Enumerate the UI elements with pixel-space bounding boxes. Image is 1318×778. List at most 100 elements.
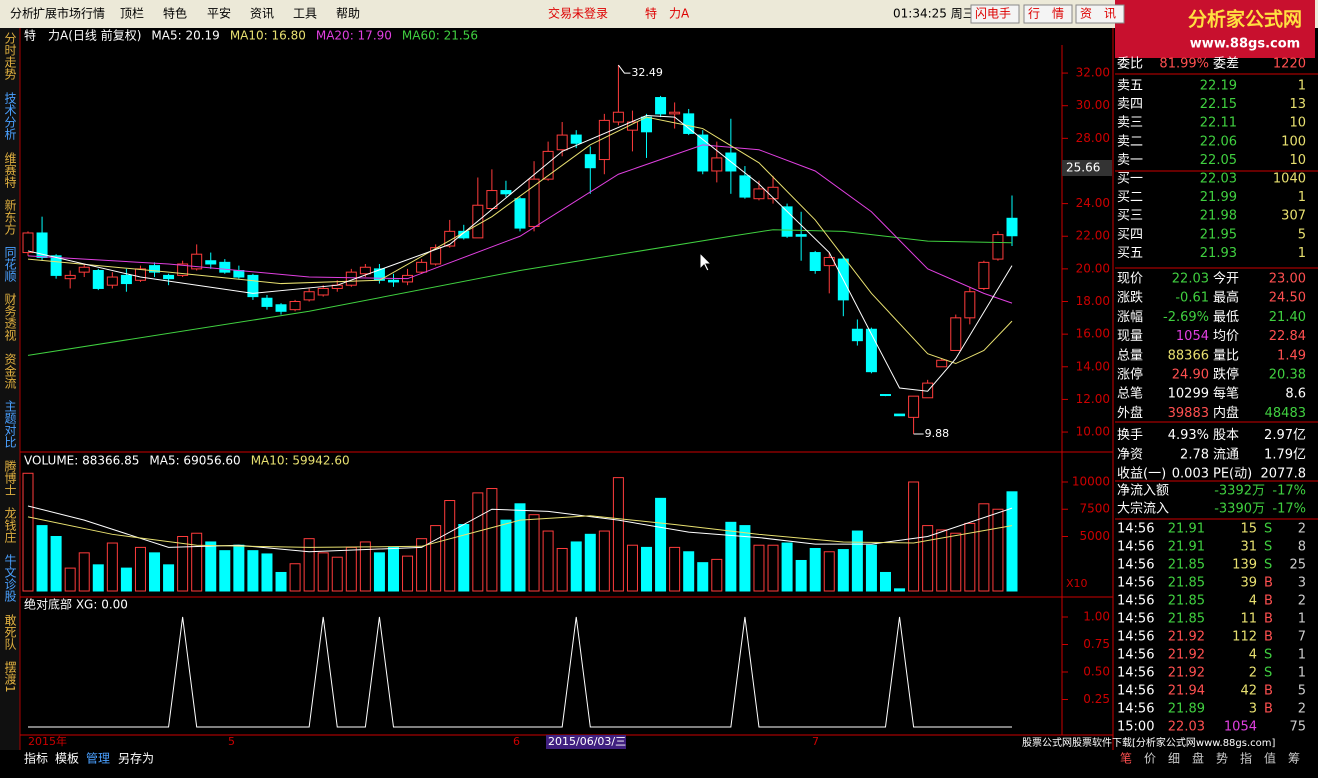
volume-bar	[177, 535, 189, 592]
trade-time: 15:00	[1117, 720, 1154, 735]
quote-cell: 24.90	[1172, 368, 1209, 383]
button-frame[interactable]	[1075, 4, 1125, 24]
quote-cell: 现量	[1117, 329, 1143, 344]
side-tab[interactable]: 龙钱庄	[3, 507, 17, 544]
trade-count: 25	[1289, 558, 1306, 573]
right-tab[interactable]: 筹	[1288, 752, 1300, 766]
book-volume: 13	[1289, 97, 1306, 112]
button-frame[interactable]	[970, 4, 1020, 24]
candle-body	[64, 274, 76, 280]
side-tab[interactable]: 维赛特	[3, 152, 17, 188]
side-tab[interactable]: 主题对比	[3, 400, 17, 449]
right-tab[interactable]: 指	[1240, 751, 1252, 766]
trade-count: 1	[1298, 612, 1306, 627]
menu-item[interactable]: 工具	[293, 7, 317, 21]
bottom-tab[interactable]: 指标	[24, 751, 48, 766]
candle-body	[430, 247, 442, 265]
book-label: 买四	[1117, 227, 1143, 242]
volume-bar	[851, 530, 863, 592]
right-tab[interactable]: 笔	[1120, 751, 1132, 766]
trade-side: S	[1264, 540, 1272, 555]
logo-title: 分析家公式网	[1188, 8, 1302, 31]
trade-volume: 42	[1240, 684, 1257, 699]
volume-bar	[331, 556, 343, 592]
menu-item[interactable]: 资讯	[250, 7, 274, 21]
y-tick-label: 28.00	[1076, 131, 1110, 145]
menu-item[interactable]: 顶栏	[120, 6, 144, 21]
candle-body	[500, 190, 512, 195]
toolbar-button[interactable]: 资 讯	[1080, 7, 1116, 21]
menu-item[interactable]: 分析	[10, 7, 34, 21]
candle-body	[444, 230, 456, 247]
book-volume: 100	[1281, 134, 1306, 149]
menu-item[interactable]: 平安	[207, 6, 231, 21]
side-tab[interactable]: 同花顺	[3, 246, 17, 282]
menu-item[interactable]: 帮助	[336, 7, 360, 21]
side-tab[interactable]: 技术分析	[3, 92, 17, 141]
quote-cell: 涨跌	[1117, 290, 1143, 306]
ad-text[interactable]: 股票公式网股票软件下载[分析家公式网www.88gs.com]	[1022, 736, 1276, 749]
book-volume: 1	[1298, 79, 1306, 94]
book-label: 买二	[1117, 190, 1143, 205]
bottom-tab[interactable]: 管理	[86, 751, 110, 766]
login-status[interactable]: 交易未登录	[548, 6, 608, 21]
right-tab[interactable]: 值	[1264, 751, 1276, 766]
candle-body	[458, 230, 470, 239]
volume-bar	[205, 541, 217, 592]
side-tab[interactable]: 摆渡1	[3, 661, 17, 693]
side-tab[interactable]: 敢死队	[3, 614, 17, 650]
trade-side: S	[1264, 666, 1272, 681]
y-tick-label: 12.00	[1076, 392, 1110, 406]
candle-body	[317, 287, 329, 296]
candle-body	[191, 253, 203, 270]
side-tab[interactable]: 新东方	[3, 198, 17, 236]
right-tab[interactable]: 势	[1216, 752, 1228, 766]
menu-item[interactable]: 特色	[163, 6, 187, 21]
quote-cell: 1.79亿	[1264, 447, 1306, 462]
y-tick-label: 5000	[1079, 529, 1110, 543]
candle-body	[261, 297, 273, 307]
volume-bar	[528, 514, 540, 592]
date-label: 2015年	[28, 734, 67, 748]
trade-volume: 112	[1232, 630, 1257, 645]
side-tab[interactable]: 牛文诊股	[3, 553, 17, 603]
trade-side: B	[1264, 702, 1273, 717]
menu-item[interactable]: 扩展市场行情	[33, 6, 105, 21]
indicator-header: MA10: 59942.60	[251, 454, 350, 468]
candle-body	[809, 252, 821, 272]
volume-bar	[598, 530, 610, 592]
bottom-tab[interactable]: 另存为	[118, 752, 154, 766]
side-tab[interactable]: 资金流	[3, 353, 17, 389]
right-tab[interactable]: 盘	[1192, 751, 1204, 766]
right-tab[interactable]: 细	[1168, 752, 1180, 766]
indicator-header: 特 力A(日线 前复权)	[24, 28, 141, 43]
bottom-tab[interactable]: 模板	[55, 752, 79, 766]
candle-body	[22, 232, 34, 254]
date-label: 7	[812, 735, 819, 748]
flow-value: -3390万	[1214, 502, 1265, 517]
quote-cell: 内盘	[1213, 405, 1239, 421]
toolbar-button[interactable]: 行 情	[1028, 7, 1064, 21]
book-price: 21.98	[1200, 209, 1237, 224]
trade-volume: 3	[1249, 702, 1257, 717]
candle-body	[936, 359, 948, 368]
side-tab[interactable]: 腾博士	[3, 459, 17, 496]
side-tab[interactable]: 分时走势	[3, 32, 17, 80]
book-volume: 1040	[1273, 172, 1306, 187]
trade-time: 14:56	[1117, 540, 1154, 555]
trade-count: 7	[1298, 630, 1306, 645]
candle-body	[303, 291, 315, 301]
side-tab[interactable]: 财务透视	[3, 293, 17, 341]
volume-bar	[669, 546, 681, 592]
volume-bar	[289, 563, 301, 592]
annotation-arrow	[618, 64, 631, 74]
flow-label: 大宗流入	[1117, 501, 1169, 517]
trade-volume: 2	[1249, 666, 1257, 681]
right-tab[interactable]: 价	[1144, 752, 1156, 766]
button-frame[interactable]	[1023, 4, 1073, 24]
flow-value: -3392万	[1214, 484, 1265, 499]
candle-body	[416, 261, 428, 273]
y-tick-label: 7500	[1079, 502, 1110, 516]
toolbar-button[interactable]: 闪电手	[975, 7, 1011, 21]
volume-bar	[992, 508, 1004, 592]
